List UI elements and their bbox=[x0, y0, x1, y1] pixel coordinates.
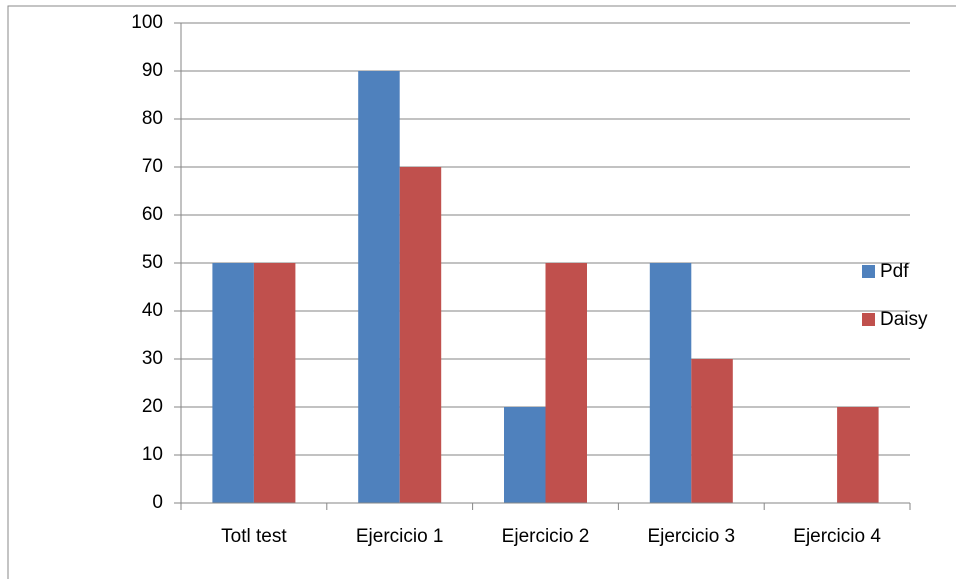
y-tick-label: 100 bbox=[131, 12, 163, 33]
bar bbox=[212, 263, 254, 503]
x-tick-label: Ejercicio 4 bbox=[793, 526, 881, 547]
y-tick-label: 0 bbox=[152, 492, 163, 513]
x-tick-label: Ejercicio 1 bbox=[356, 526, 444, 547]
bar bbox=[399, 167, 442, 503]
y-tick-label: 80 bbox=[142, 108, 163, 129]
y-tick-label: 30 bbox=[142, 348, 163, 369]
bar bbox=[358, 71, 400, 503]
y-tick-label: 90 bbox=[142, 60, 163, 81]
y-tick-label: 10 bbox=[142, 444, 163, 465]
y-tick-label: 70 bbox=[142, 156, 163, 177]
y-tick-label: 50 bbox=[142, 252, 163, 273]
legend-swatch bbox=[862, 313, 875, 326]
chart-border bbox=[7, 5, 956, 579]
bar bbox=[837, 407, 879, 503]
y-tick-label: 40 bbox=[142, 300, 163, 321]
bar bbox=[545, 263, 587, 503]
y-tick-label: 20 bbox=[142, 396, 163, 417]
legend-swatch bbox=[862, 265, 875, 278]
y-tick-label: 60 bbox=[142, 204, 163, 225]
bar bbox=[649, 263, 692, 503]
bar bbox=[504, 407, 546, 503]
x-tick-label: Totl test bbox=[221, 526, 287, 547]
legend-label: Daisy bbox=[880, 309, 928, 330]
x-tick-label: Ejercicio 3 bbox=[647, 526, 735, 547]
bar bbox=[691, 359, 733, 503]
legend-label: Pdf bbox=[880, 261, 909, 282]
x-tick-label: Ejercicio 2 bbox=[502, 526, 590, 547]
bar bbox=[253, 263, 296, 503]
